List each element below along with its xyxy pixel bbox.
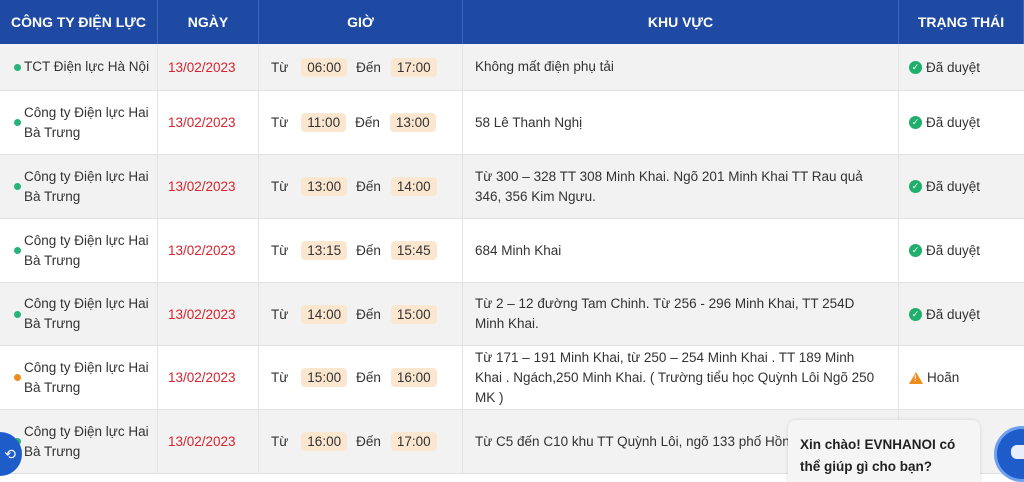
from-label: Từ: [271, 59, 289, 75]
table-row: Công ty Điện lực Hai Bà Trưng 13/02/2023…: [0, 155, 1024, 219]
end-time: 14:00: [390, 177, 437, 196]
end-time: 15:00: [390, 304, 437, 324]
to-label: Đến: [356, 306, 381, 322]
company-name: TCT Điện lực Hà Nội: [24, 59, 150, 74]
from-label: Từ: [271, 434, 289, 449]
from-label: Từ: [271, 306, 289, 322]
area-text: Từ 300 – 328 TT 308 Minh Khai. Ngõ 201 M…: [475, 168, 863, 204]
status-text: Đã duyệt: [926, 179, 981, 194]
check-circle-icon: ✓: [909, 244, 922, 257]
status-text: Hoãn: [927, 370, 960, 385]
start-time: 15:00: [301, 368, 348, 387]
area-text: 684 Minh Khai: [475, 242, 562, 258]
check-circle-icon: ✓: [909, 307, 922, 321]
share-icon: ⟲: [4, 445, 16, 462]
table-header: CÔNG TY ĐIỆN LỰC NGÀY GIỜ KHU VỰC TRẠNG …: [0, 0, 1024, 44]
status-dot-icon: [14, 310, 21, 318]
to-label: Đến: [356, 179, 381, 194]
area-text: 58 Lê Thanh Nghị: [475, 114, 583, 130]
date-value: 13/02/2023: [168, 179, 236, 194]
company-name: Công ty Điện lực Hai Bà Trưng: [24, 232, 149, 268]
chat-greeting-bubble[interactable]: Xin chào! EVNHANOI có thể giúp gì cho bạ…: [788, 420, 980, 482]
from-label: Từ: [271, 115, 289, 130]
table-row: Công ty Điện lực Hai Bà Trưng 13/02/2023…: [0, 283, 1024, 346]
start-time: 16:00: [301, 432, 348, 451]
start-time: 14:00: [301, 304, 348, 324]
header-area: KHU VỰC: [463, 0, 899, 44]
start-time: 11:00: [301, 113, 347, 132]
end-time: 17:00: [390, 57, 437, 77]
status-dot-icon: [14, 374, 21, 381]
company-name: Công ty Điện lực Hai Bà Trưng: [24, 296, 149, 331]
to-label: Đến: [356, 370, 381, 385]
company-name: Công ty Điện lực Hai Bà Trưng: [24, 359, 149, 395]
company-name: Công ty Điện lực Hai Bà Trưng: [24, 423, 149, 459]
area-text: Từ C5 đến C10 khu TT Quỳnh Lôi, ngõ 133 …: [475, 433, 813, 449]
area-text: Không mất điện phụ tải: [475, 59, 614, 74]
company-name: Công ty Điện lực Hai Bà Trưng: [24, 168, 149, 204]
from-label: Từ: [271, 243, 289, 258]
header-date: NGÀY: [158, 0, 259, 44]
robot-icon: [1011, 445, 1024, 459]
from-label: Từ: [271, 179, 289, 194]
status-text: Đã duyệt: [926, 115, 981, 130]
company-name: Công ty Điện lực Hai Bà Trưng: [24, 104, 149, 140]
status-dot-icon: [14, 119, 21, 126]
date-value: 13/02/2023: [168, 59, 236, 75]
header-time: GIỜ: [259, 0, 463, 44]
date-value: 13/02/2023: [168, 115, 236, 130]
start-time: 13:15: [301, 241, 348, 260]
end-time: 15:45: [390, 241, 437, 260]
start-time: 13:00: [301, 177, 348, 196]
from-label: Từ: [271, 370, 289, 385]
check-circle-icon: ✓: [909, 60, 922, 74]
to-label: Đến: [356, 59, 381, 75]
to-label: Đến: [356, 434, 381, 449]
chat-greeting-text: Xin chào! EVNHANOI có thể giúp gì cho bạ…: [800, 437, 956, 474]
status-dot-icon: [14, 63, 21, 71]
warning-icon: !: [909, 371, 923, 384]
table-row: Công ty Điện lực Hai Bà Trưng 13/02/2023…: [0, 346, 1024, 410]
table-row: Công ty Điện lực Hai Bà Trưng 13/02/2023…: [0, 219, 1024, 283]
status-text: Đã duyệt: [926, 243, 981, 258]
date-value: 13/02/2023: [168, 370, 236, 385]
end-time: 13:00: [389, 113, 436, 132]
share-button[interactable]: ⟲: [0, 432, 22, 476]
check-circle-icon: ✓: [909, 180, 922, 193]
to-label: Đến: [355, 115, 380, 130]
status-dot-icon: [14, 183, 21, 190]
area-text: Từ 2 – 12 đường Tam Chinh. Từ 256 - 296 …: [475, 296, 855, 331]
end-time: 17:00: [390, 432, 437, 451]
status-dot-icon: [14, 247, 21, 254]
start-time: 06:00: [301, 57, 348, 77]
header-company: CÔNG TY ĐIỆN LỰC: [0, 0, 158, 44]
date-value: 13/02/2023: [168, 434, 236, 449]
date-value: 13/02/2023: [168, 243, 236, 258]
to-label: Đến: [356, 243, 381, 258]
date-value: 13/02/2023: [168, 306, 236, 322]
table-row: TCT Điện lực Hà Nội 13/02/2023 Từ 06:00 Đế…: [0, 44, 1024, 91]
header-status: TRẠNG THÁI: [899, 0, 1024, 44]
status-text: Đã duyệt: [926, 59, 981, 75]
status-text: Đã duyệt: [926, 306, 981, 322]
area-text: Từ 171 – 191 Minh Khai, từ 250 – 254 Min…: [475, 349, 875, 405]
end-time: 16:00: [390, 368, 437, 387]
table-row: Công ty Điện lực Hai Bà Trưng 13/02/2023…: [0, 91, 1024, 155]
check-circle-icon: ✓: [909, 116, 922, 129]
